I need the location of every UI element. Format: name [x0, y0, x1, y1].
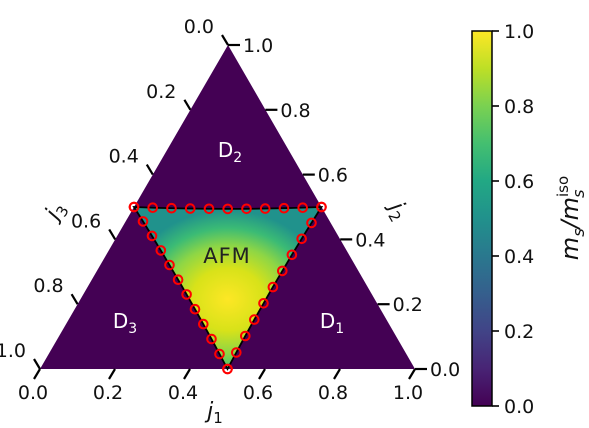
- colorbar-tick-label: 0.0: [504, 396, 534, 418]
- transition-point-left: [198, 318, 209, 330]
- j3-tick-label: 0.0: [184, 16, 214, 38]
- j2-tick-label: 0.4: [355, 229, 385, 251]
- j3-tick-label: 0.4: [109, 146, 139, 168]
- transition-point-left: [155, 245, 167, 256]
- colorbar-tick-label: 0.8: [504, 96, 534, 118]
- afm-fill: [134, 207, 322, 369]
- transition-point-top: [203, 203, 215, 215]
- j1-tick: [408, 368, 416, 380]
- transition-point-right: [267, 281, 279, 293]
- transition-point-top: [241, 203, 252, 215]
- transition-point-right: [249, 314, 260, 325]
- transition-point-right: [306, 217, 317, 229]
- ternary-axes: 0.0 0.0 0.0 0.2 0.2 0.2 0.4 0.4 0.4 0.6 0.6 0.6 0.8 0…: [0, 16, 460, 427]
- ternary-plot-area: [40, 45, 415, 369]
- j3-tick: [70, 293, 79, 305]
- j1-tick: [33, 368, 41, 380]
- j1-tick-label: 0.4: [168, 382, 198, 404]
- transition-point-left: [181, 289, 192, 300]
- transition-point-left: [146, 230, 158, 242]
- j1-tick: [183, 368, 191, 380]
- j3-axis-title: j3: [39, 198, 73, 228]
- j2-tick-label: 0.2: [393, 294, 423, 316]
- j1-tick-label: 0.0: [18, 382, 48, 404]
- transition-point-left: [137, 216, 149, 227]
- transition-point-top: [166, 202, 177, 214]
- transition-point-top: [259, 203, 271, 214]
- j1-tick-label: 0.8: [318, 382, 348, 404]
- region-label-afm: AFM: [203, 244, 251, 268]
- j3-tick: [145, 164, 154, 176]
- j3-tick: [183, 99, 192, 111]
- colorbar: 0.0 0.2 0.4 0.6 0.8 1.0 ms/misos: [471, 21, 588, 418]
- transition-point-right: [231, 347, 242, 358]
- j2-axis-title: j2: [380, 195, 414, 225]
- transition-point-left: [164, 259, 175, 271]
- j3-tick-label: 0.6: [71, 210, 101, 232]
- transition-point-left: [172, 274, 184, 286]
- j1-tick-label: 1.0: [393, 382, 423, 404]
- transition-points: [128, 201, 327, 375]
- colorbar-gradient: [471, 30, 493, 407]
- transition-point-right: [258, 298, 269, 309]
- j3-tick-label: 0.2: [146, 81, 176, 103]
- transition-point-right: [296, 233, 308, 245]
- region-label-d3: D3: [113, 309, 137, 337]
- afm-phase-region: [134, 207, 322, 369]
- transition-point-top: [147, 202, 158, 213]
- phase-boundaries: [132, 206, 324, 371]
- j1-axis-title: j1: [204, 399, 223, 427]
- transition-point-right: [240, 330, 251, 342]
- colorbar-tick-label: 0.2: [504, 321, 534, 343]
- j2-tick-label: 1.0: [243, 35, 273, 57]
- j1-tick: [258, 368, 266, 380]
- j1-tick: [108, 368, 116, 380]
- colorbar-label: ms/misos: [554, 176, 588, 260]
- transition-point-left: [128, 201, 140, 213]
- j1-tick: [333, 368, 341, 380]
- j2-tick-label: 0.6: [318, 165, 348, 187]
- j3-tick-label: 1.0: [0, 340, 26, 362]
- colorbar-tick-label: 1.0: [504, 21, 534, 43]
- transition-point-right: [286, 249, 298, 261]
- j3-tick: [33, 358, 41, 370]
- j3-tick-label: 0.8: [33, 275, 63, 297]
- colorbar-tick-label: 0.6: [504, 171, 534, 193]
- j3-tick: [108, 228, 117, 240]
- colorbar-tick-label: 0.4: [504, 246, 534, 268]
- j2-tick-label: 0.0: [430, 359, 460, 381]
- transition-point-left: [189, 303, 201, 315]
- transition-point-top: [184, 203, 196, 214]
- afm-boundary: [132, 206, 324, 371]
- region-label-d1: D1: [320, 309, 344, 337]
- transition-point-left: [206, 333, 217, 345]
- transition-point-top: [222, 203, 233, 215]
- ternary-triangle: [40, 45, 415, 369]
- transition-point-top: [297, 202, 309, 213]
- j1-tick-label: 0.6: [243, 382, 273, 404]
- j1-tick-label: 0.2: [93, 382, 123, 404]
- transition-point-top: [278, 202, 290, 214]
- j3-tick: [221, 34, 229, 46]
- region-labels: D1 D2 D3 AFM: [113, 138, 344, 337]
- transition-point-left: [214, 348, 225, 360]
- transition-point-right: [316, 201, 327, 213]
- transition-point-right: [222, 363, 233, 375]
- region-label-d2: D2: [218, 138, 242, 166]
- j2-tick-label: 0.8: [280, 100, 310, 122]
- transition-point-right: [277, 265, 288, 277]
